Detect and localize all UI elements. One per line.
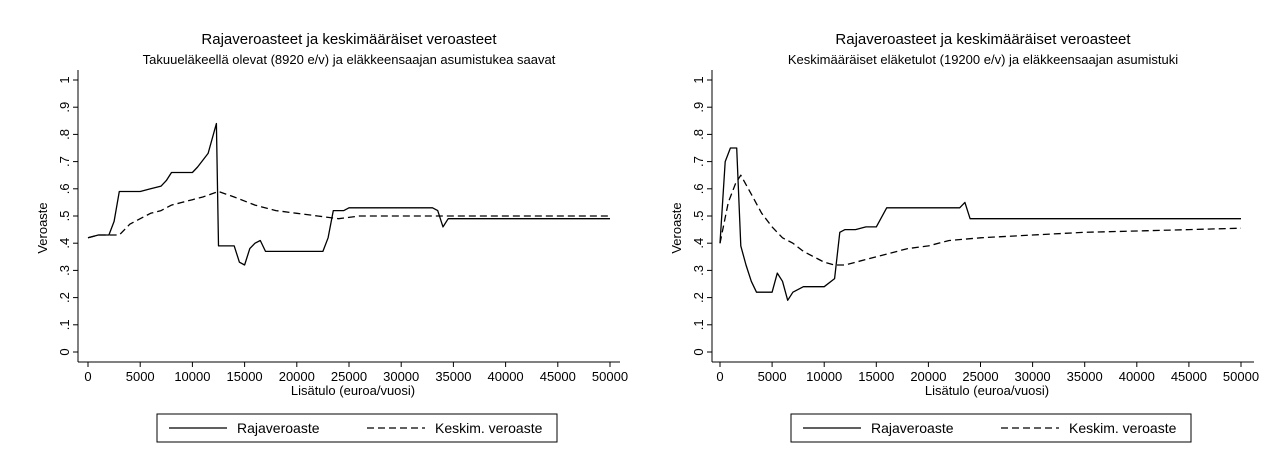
x-tick-label: 50000 xyxy=(592,369,628,384)
y-axis-label: Veroaste xyxy=(669,202,684,253)
chart-title: Rajaveroasteet ja keskimääräiset veroast… xyxy=(201,31,497,48)
x-tick-label: 50000 xyxy=(1223,369,1259,384)
chart-subtitle: Takuueläkeellä olevat (8920 e/v) ja eläk… xyxy=(143,52,556,67)
legend-label: Keskim. veroaste xyxy=(1069,420,1177,436)
x-tick-label: 0 xyxy=(716,369,723,384)
y-tick-label: .9 xyxy=(57,102,72,113)
y-tick-label: .3 xyxy=(691,265,706,276)
y-tick-label: .7 xyxy=(691,156,706,167)
series-line-keskim-veroaste xyxy=(87,190,610,239)
series-line-keskim-veroaste xyxy=(719,174,1242,266)
y-tick-label: .4 xyxy=(57,238,72,249)
y-tick-label: .1 xyxy=(57,319,72,330)
series-line-rajaveroaste xyxy=(719,147,1241,301)
x-tick-label: 40000 xyxy=(488,369,524,384)
y-tick-label: .2 xyxy=(57,292,72,303)
x-tick-label: 20000 xyxy=(910,369,946,384)
x-tick-label: 20000 xyxy=(279,369,315,384)
y-axis-label: Veroaste xyxy=(35,202,50,253)
x-tick-label: 35000 xyxy=(1067,369,1103,384)
y-tick-label: 0 xyxy=(691,348,706,355)
legend-label: Rajaveroaste xyxy=(237,420,320,436)
x-tick-label: 45000 xyxy=(540,369,576,384)
y-tick-label: .8 xyxy=(57,129,72,140)
legend-label: Keskim. veroaste xyxy=(435,420,543,436)
y-tick-label: .5 xyxy=(691,211,706,222)
chart-title: Rajaveroasteet ja keskimääräiset veroast… xyxy=(835,31,1131,48)
y-tick-label: 1 xyxy=(691,76,706,83)
chart-subtitle: Keskimääräiset eläketulot (19200 e/v) ja… xyxy=(788,52,1178,67)
y-tick-label: .6 xyxy=(57,183,72,194)
x-tick-label: 25000 xyxy=(331,369,367,384)
x-axis-label: Lisätulo (euroa/vuosi) xyxy=(291,383,415,398)
x-tick-label: 45000 xyxy=(1171,369,1207,384)
x-tick-label: 0 xyxy=(84,369,91,384)
y-tick-label: 1 xyxy=(57,76,72,83)
legend: Rajaveroaste Keskim. veroaste xyxy=(156,413,558,443)
y-tick-label: .4 xyxy=(691,238,706,249)
x-tick-label: 5000 xyxy=(758,369,787,384)
y-tick-label: .3 xyxy=(57,265,72,276)
x-tick-label: 10000 xyxy=(806,369,842,384)
y-tick-label: .2 xyxy=(691,292,706,303)
x-tick-label: 35000 xyxy=(435,369,471,384)
y-tick-label: .9 xyxy=(691,102,706,113)
x-tick-label: 25000 xyxy=(962,369,998,384)
y-tick-label: .8 xyxy=(691,129,706,140)
y-tick-label: .7 xyxy=(57,156,72,167)
x-tick-label: 15000 xyxy=(858,369,894,384)
x-tick-label: 5000 xyxy=(126,369,155,384)
chart-panel-1: Rajaveroasteet ja keskimääräiset veroast… xyxy=(35,31,628,443)
legend-label: Rajaveroaste xyxy=(871,420,954,436)
x-tick-label: 40000 xyxy=(1119,369,1155,384)
x-tick-label: 15000 xyxy=(227,369,263,384)
x-tick-label: 30000 xyxy=(383,369,419,384)
y-tick-label: .6 xyxy=(691,183,706,194)
series-line-rajaveroaste xyxy=(87,122,610,266)
chart-panel-2: Rajaveroasteet ja keskimääräiset veroast… xyxy=(669,31,1259,443)
x-axis-label: Lisätulo (euroa/vuosi) xyxy=(925,383,1049,398)
x-tick-label: 30000 xyxy=(1015,369,1051,384)
y-tick-label: .1 xyxy=(691,319,706,330)
y-tick-label: 0 xyxy=(57,348,72,355)
x-tick-label: 10000 xyxy=(174,369,210,384)
y-tick-label: .5 xyxy=(57,211,72,222)
legend: Rajaveroaste Keskim. veroaste xyxy=(790,413,1192,443)
